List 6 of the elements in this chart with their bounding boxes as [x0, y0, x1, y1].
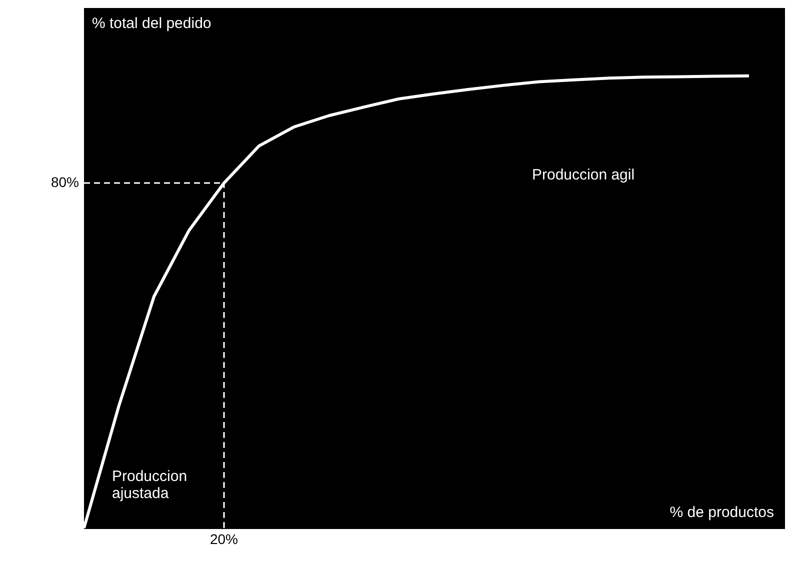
- text: 20%: [210, 531, 238, 547]
- text: 80%: [50, 174, 79, 190]
- x-axis-title: % de productos: [670, 504, 774, 521]
- annotation: Produccion agil: [532, 166, 635, 184]
- annotation: Produccion ajustada: [112, 468, 188, 502]
- y-axis-title: % total del pedido: [92, 15, 212, 32]
